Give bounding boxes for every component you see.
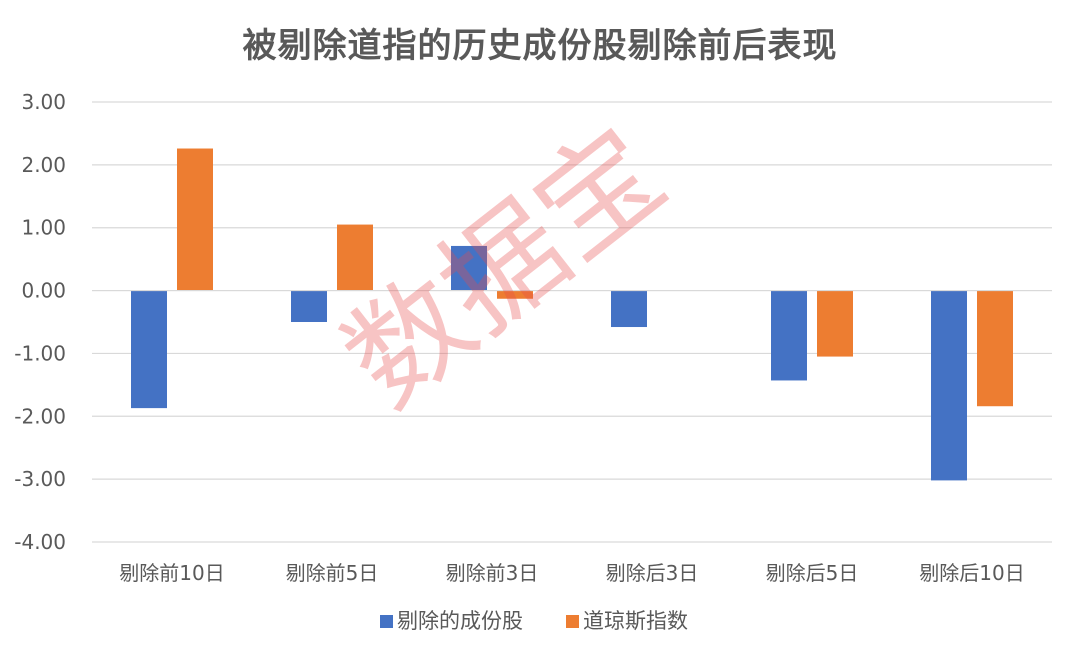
bar (771, 290, 807, 381)
y-tick-label: -4.00 (14, 530, 66, 554)
y-tick-label: 2.00 (21, 153, 66, 177)
legend-label: 道琼斯指数 (583, 609, 688, 633)
watermark-text: 数据宝 (320, 102, 689, 433)
legend-swatch (566, 615, 579, 628)
y-tick-label: 0.00 (21, 279, 66, 303)
x-tick-label: 剔除后3日 (606, 561, 699, 585)
bar (977, 290, 1013, 407)
y-tick-label: -3.00 (14, 467, 66, 491)
x-tick-label: 剔除后10日 (919, 561, 1024, 585)
x-tick-label: 剔除前10日 (119, 561, 224, 585)
y-tick-label: 1.00 (21, 216, 66, 240)
bar (291, 290, 327, 322)
bar (611, 290, 647, 328)
bar (131, 290, 167, 409)
legend-swatch (380, 615, 393, 628)
bar (451, 245, 487, 291)
chart-title: 被剔除道指的历史成份股剔除前后表现 (242, 26, 838, 66)
bar (337, 224, 373, 291)
bar (177, 148, 213, 291)
x-tick-label: 剔除前3日 (446, 561, 539, 585)
bar (817, 290, 853, 357)
x-tick-label: 剔除前5日 (286, 561, 379, 585)
y-tick-label: -2.00 (14, 404, 66, 428)
bar (931, 290, 967, 481)
legend-label: 剔除的成份股 (397, 609, 523, 633)
bar (497, 290, 533, 299)
y-tick-label: -1.00 (14, 341, 66, 365)
x-tick-label: 剔除后5日 (766, 561, 859, 585)
y-tick-label: 3.00 (21, 90, 66, 114)
